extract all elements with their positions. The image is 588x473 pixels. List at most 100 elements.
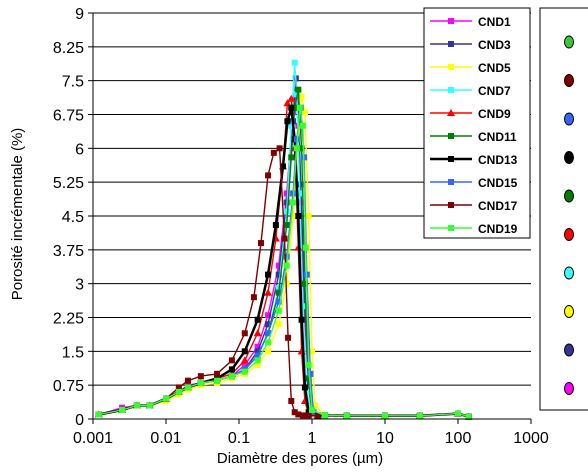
point-CND19-18 <box>299 122 306 129</box>
point-CND19-26 <box>455 410 461 417</box>
legend-marker-CND17 <box>448 202 454 208</box>
point-CND13-14 <box>279 163 286 170</box>
point-CND17-12 <box>257 240 264 247</box>
point-CND11-17 <box>295 86 302 93</box>
point-CND19-9 <box>228 373 235 380</box>
legend-label-CND5: CND5 <box>478 61 511 75</box>
point-CND9-10 <box>240 356 249 364</box>
legend-label-CND3: CND3 <box>478 38 511 52</box>
secondary-legend <box>539 7 588 411</box>
point-CND3-12 <box>265 321 272 328</box>
y-tick-label-0: 0 <box>75 412 84 429</box>
point-CND1-12 <box>265 312 272 319</box>
point-CND3-13 <box>275 271 282 278</box>
point-CND19-4 <box>163 395 169 402</box>
point-CND17-22 <box>305 412 312 419</box>
point-CND19-21 <box>309 406 315 413</box>
point-CND7-15 <box>288 122 295 129</box>
point-CND11-20 <box>305 375 312 382</box>
point-CND11-19 <box>301 280 308 287</box>
legend-marker-CND15 <box>448 179 454 185</box>
legend-label-CND19: CND19 <box>478 222 518 236</box>
legend-marker-CND9 <box>447 109 455 116</box>
point-CND17-20 <box>295 411 302 418</box>
point-CND13-20 <box>301 384 308 391</box>
point-CND13-13 <box>272 222 279 229</box>
point-CND3-18 <box>297 181 304 188</box>
series-line-CND13 <box>98 107 470 418</box>
point-CND1-10 <box>241 361 248 368</box>
point-CND19-8 <box>214 377 221 384</box>
point-CND7-16 <box>291 59 298 66</box>
point-CND5-12 <box>265 348 272 355</box>
point-CND15-20 <box>307 370 314 377</box>
y-tick-label-2: 1.5 <box>62 344 84 361</box>
point-CND13-9 <box>228 366 235 373</box>
point-CND13-11 <box>254 316 261 323</box>
point-CND17-10 <box>241 330 248 337</box>
point-CND5-18 <box>301 109 308 116</box>
point-CND13-12 <box>265 271 272 278</box>
y-tick-label-5: 3.75 <box>53 243 84 260</box>
point-CND19-7 <box>197 379 204 386</box>
legend-marker-CND7 <box>448 87 454 93</box>
point-CND5-17 <box>298 93 305 100</box>
point-CND1-13 <box>275 262 282 269</box>
x-tick-label-2: 0.1 <box>228 430 250 447</box>
series-CND11 <box>95 86 472 420</box>
secondary-legend-dot-8 <box>564 343 574 357</box>
point-CND13-16 <box>288 104 295 111</box>
point-CND17-19 <box>291 409 298 416</box>
point-CND13-19 <box>298 316 305 323</box>
point-CND17-5 <box>175 384 182 391</box>
legend-marker-CND19 <box>448 225 454 231</box>
point-CND19-10 <box>241 368 248 375</box>
point-CND19-24 <box>382 412 388 419</box>
x-tick-label-3: 1 <box>308 430 317 447</box>
point-CND5-19 <box>305 213 312 219</box>
y-tick-label-9: 6.75 <box>53 108 84 125</box>
point-CND19-12 <box>265 339 272 346</box>
point-CND19-13 <box>275 307 282 314</box>
point-CND19-19 <box>302 244 309 251</box>
point-CND5-21 <box>312 402 319 409</box>
point-CND15-12 <box>265 330 272 337</box>
point-CND15-11 <box>254 352 261 359</box>
point-CND19-0 <box>95 411 102 418</box>
point-CND5-13 <box>275 321 282 328</box>
point-CND19-5 <box>175 388 182 395</box>
legend-label-CND15: CND15 <box>478 176 518 190</box>
legend-label-CND9: CND9 <box>478 107 511 121</box>
legend: CND1 CND3 CND5 CND7 CND9 CND11 CND13 CND15 CND17… <box>423 7 531 239</box>
point-CND17-18 <box>288 397 295 404</box>
point-CND19-6 <box>184 384 191 391</box>
point-CND9-16 <box>287 94 296 102</box>
point-CND9-12 <box>264 288 273 296</box>
point-CND9-11 <box>253 329 262 337</box>
point-CND3-11 <box>254 348 261 355</box>
point-CND15-13 <box>275 298 282 305</box>
point-CND1-14 <box>283 190 290 197</box>
series-layer <box>94 59 473 420</box>
point-CND7-19 <box>299 303 306 310</box>
secondary-legend-dot-2 <box>564 112 574 126</box>
secondary-legend-dot-3 <box>564 151 574 164</box>
secondary-legend-dot-1 <box>564 74 574 87</box>
legend-marker-CND5 <box>448 64 454 70</box>
point-CND19-3 <box>146 402 153 409</box>
point-CND19-27 <box>465 413 472 420</box>
legend-marker-CND11 <box>448 133 454 139</box>
tick-labels: 0 0.75 1.5 2.25 3 3.75 4.5 5.25 6 6.75 7.5 8.25 9 0.0… <box>53 6 549 447</box>
legend-label-CND17: CND17 <box>478 199 518 213</box>
point-CND17-16 <box>281 235 288 242</box>
point-CND9-15 <box>283 99 292 107</box>
point-CND5-11 <box>254 361 261 368</box>
point-CND7-14 <box>283 208 290 215</box>
point-CND1-11 <box>254 343 261 350</box>
secondary-legend-dot-5 <box>564 228 574 241</box>
legend-label-CND7: CND7 <box>478 84 511 98</box>
point-CND11-14 <box>283 222 290 229</box>
point-CND7-18 <box>296 190 303 197</box>
point-CND19-2 <box>133 402 140 409</box>
point-CND11-13 <box>275 289 282 296</box>
